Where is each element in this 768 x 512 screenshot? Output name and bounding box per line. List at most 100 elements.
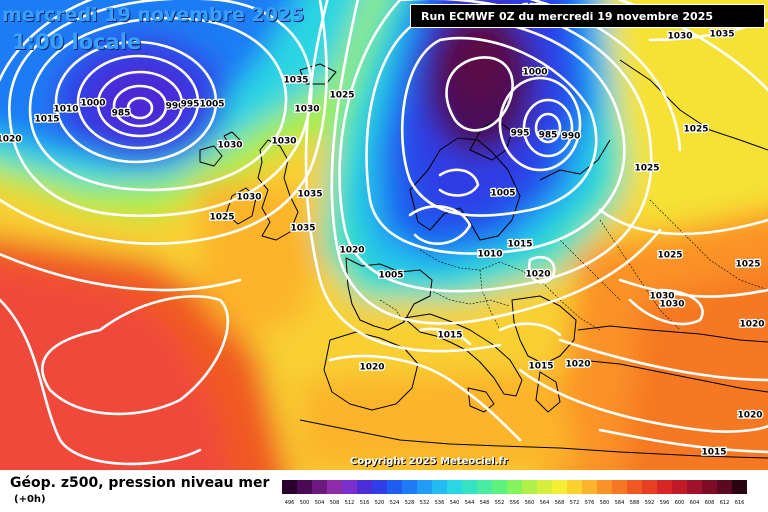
color-scale-swatch [417, 480, 432, 494]
color-scale-label: 568 [555, 500, 565, 506]
isobar-label: 1035 [283, 76, 308, 86]
isobar-label: 1015 [34, 115, 59, 125]
isobar-label: 1005 [199, 100, 224, 110]
isobar-label: 1030 [294, 105, 319, 115]
isobar-label: 1015 [528, 362, 553, 372]
isobar-label: 1020 [565, 360, 590, 370]
color-scale-swatch [282, 480, 297, 494]
color-scale-swatch [582, 480, 597, 494]
isobar-label: 1005 [490, 189, 515, 199]
color-scale-swatch [312, 480, 327, 494]
color-scale-label: 584 [615, 500, 625, 506]
color-scale-label: 616 [735, 500, 745, 506]
isobar-label: 1010 [53, 105, 78, 115]
coastlines [199, 59, 768, 459]
weather-map: 1030103010351000103510251010100098599099… [0, 0, 768, 470]
isobar-label: 1020 [0, 135, 22, 145]
isobar-label: 1025 [657, 251, 682, 261]
isobar-label: 1030 [667, 32, 692, 42]
color-scale-swatch [327, 480, 342, 494]
color-scale-label: 592 [645, 500, 655, 506]
color-scale-swatch [552, 480, 567, 494]
isobar-label: 1000 [80, 99, 105, 109]
geopotential-field [0, 0, 768, 470]
color-scale-label: 572 [570, 500, 580, 506]
isobar-label: 1035 [297, 190, 322, 200]
isobar-label: 1025 [329, 91, 354, 101]
isobar-label: 1020 [739, 320, 764, 330]
color-scale-swatch [597, 480, 612, 494]
isobar-label: 1025 [209, 213, 234, 223]
color-scale-label: 528 [405, 500, 415, 506]
color-scale-label: 520 [375, 500, 385, 506]
field-description: Géop. z500, pression niveau mer [10, 475, 270, 491]
color-scale-swatch [537, 480, 552, 494]
isobar-label: 985 [539, 131, 558, 141]
isobar-label: 1035 [290, 224, 315, 234]
isobar-label: 1015 [701, 448, 726, 458]
map-time-title: 1:00 locale [12, 30, 142, 54]
color-scale-swatch [462, 480, 477, 494]
isobar-label: 1025 [735, 260, 760, 270]
color-scale-swatch [342, 480, 357, 494]
isobar-label: 1000 [522, 68, 547, 78]
isobar-label: 1030 [271, 137, 296, 147]
color-scale-swatches [282, 480, 747, 494]
isobar-label: 1030 [236, 193, 261, 203]
color-scale-label: 500 [300, 500, 310, 506]
isobar-label: 1030 [659, 300, 684, 310]
color-scale-swatch [612, 480, 627, 494]
isobar-label: 1020 [737, 411, 762, 421]
color-scale-label: 576 [585, 500, 595, 506]
color-scale-legend: 496 500 504 508 512 516 520 524 528 532 536 540 544 5… [282, 480, 747, 506]
isobar-label: 1025 [634, 164, 659, 174]
isobar-label: 1035 [709, 30, 734, 40]
isobar-label: 1005 [378, 271, 403, 281]
color-scale-label: 532 [420, 500, 430, 506]
color-scale-swatch [567, 480, 582, 494]
isobar-label: 1030 [649, 292, 674, 302]
isobar-label: 1030 [217, 141, 242, 151]
color-scale-label: 596 [660, 500, 670, 506]
color-scale-swatch [672, 480, 687, 494]
model-run-banner: Run ECMWF 0Z du mercredi 19 novembre 202… [410, 4, 765, 28]
map-date-title: mercredi 19 novembre 2025 [2, 4, 305, 26]
color-scale-label: 560 [525, 500, 535, 506]
color-scale-swatch [702, 480, 717, 494]
color-scale-label: 544 [465, 500, 475, 506]
color-scale-label: 540 [450, 500, 460, 506]
color-scale-swatch [297, 480, 312, 494]
color-scale-swatch [657, 480, 672, 494]
isobar-label: 1015 [507, 240, 532, 250]
map-canvas: 1030103010351000103510251010100098599099… [0, 0, 768, 470]
forecast-offset: (+0h) [14, 494, 46, 505]
isobar-label: 1020 [339, 246, 364, 256]
color-scale-swatch [642, 480, 657, 494]
isobar-label: 1020 [359, 363, 384, 373]
color-scale-label: 588 [630, 500, 640, 506]
color-scale-label: 496 [285, 500, 295, 506]
color-scale-swatch [402, 480, 417, 494]
color-scale-swatch [477, 480, 492, 494]
color-scale-swatch [372, 480, 387, 494]
color-scale-swatch [717, 480, 732, 494]
color-scale-label: 524 [390, 500, 400, 506]
color-scale-labels: 496 500 504 508 512 516 520 524 528 532 536 540 544 5… [285, 500, 745, 506]
color-scale-label: 556 [510, 500, 520, 506]
pressure-labels: 1030103010351000103510251010100098599099… [0, 2, 766, 459]
isobar-label: 1025 [683, 125, 708, 135]
isobar-label: 1015 [437, 331, 462, 341]
color-scale-swatch [432, 480, 447, 494]
color-scale-swatch [627, 480, 642, 494]
isobar-label: 990 [562, 132, 581, 142]
color-scale-swatch [447, 480, 462, 494]
color-scale-label: 552 [495, 500, 505, 506]
color-scale-swatch [387, 480, 402, 494]
color-scale-label: 604 [690, 500, 700, 506]
isobar-label: 995 [511, 129, 530, 139]
isobar-label: 990 [166, 102, 185, 112]
isobar-label: 1020 [525, 270, 550, 280]
color-scale-label: 548 [480, 500, 490, 506]
color-scale-label: 580 [600, 500, 610, 506]
color-scale-swatch [687, 480, 702, 494]
